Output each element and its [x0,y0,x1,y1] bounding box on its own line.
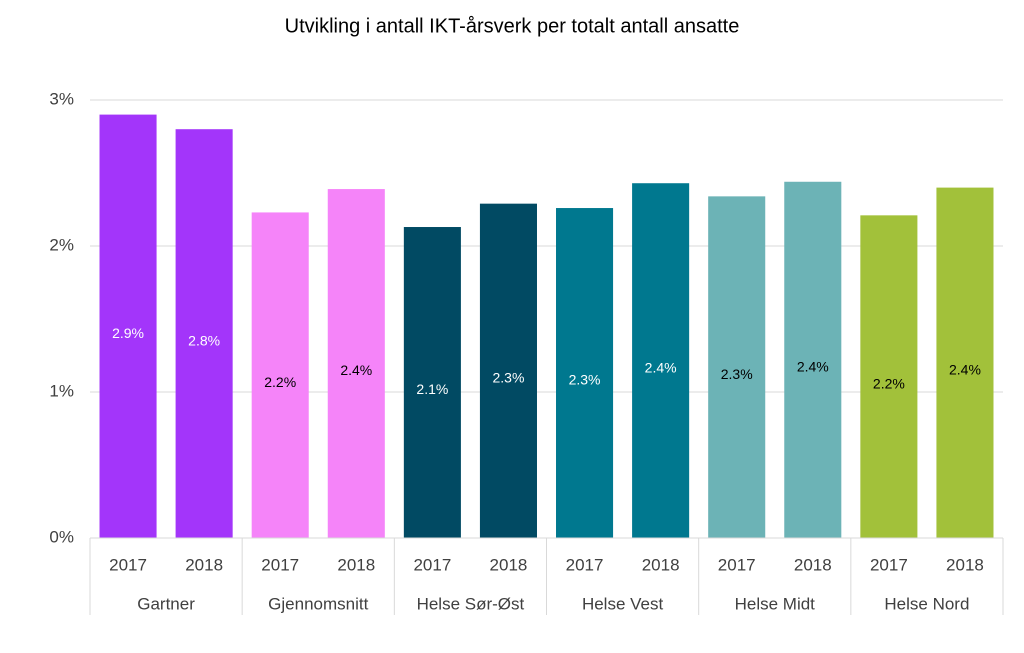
x-tick-label: 2017 [718,555,756,574]
group-label: Helse Midt [735,594,816,613]
bar [175,129,233,538]
group-label: Helse Sør-Øst [417,594,525,613]
x-tick-label: 2017 [261,555,299,574]
x-tick-label: 2018 [946,555,984,574]
value-label: 2.3% [569,372,601,388]
x-tick-label: 2017 [566,555,604,574]
bar [936,187,994,538]
bar [403,227,461,538]
y-tick-label: 1% [49,381,74,400]
bar [784,181,842,538]
value-label: 2.4% [340,362,372,378]
bar [327,189,385,538]
y-tick-label: 2% [49,235,74,254]
value-label: 2.4% [645,359,677,375]
bar [632,183,690,538]
group-label: Gartner [137,594,195,613]
value-label: 2.4% [797,359,829,375]
x-tick-label: 2017 [413,555,451,574]
x-tick-label: 2018 [794,555,832,574]
x-tick-label: 2018 [642,555,680,574]
y-tick-label: 3% [49,89,74,108]
bar [556,208,614,539]
x-tick-label: 2018 [337,555,375,574]
value-label: 2.3% [721,366,753,382]
x-tick-label: 2017 [109,555,147,574]
value-label: 2.4% [949,362,981,378]
group-label: Helse Vest [582,594,664,613]
group-label: Gjennomsnitt [268,594,368,613]
y-tick-label: 0% [49,527,74,546]
x-tick-label: 2018 [185,555,223,574]
x-tick-label: 2018 [490,555,528,574]
chart-title: Utvikling i antall IKT-årsverk per total… [285,15,740,37]
bar [99,114,157,538]
value-label: 2.3% [492,370,524,386]
value-label: 2.9% [112,325,144,341]
bar [708,196,766,539]
bar [479,203,537,538]
group-label: Helse Nord [884,594,969,613]
value-label: 2.8% [188,332,220,348]
x-tick-label: 2017 [870,555,908,574]
bar [860,215,918,538]
value-label: 2.1% [416,381,448,397]
value-label: 2.2% [264,374,296,390]
bar [251,212,309,539]
value-label: 2.2% [873,375,905,391]
